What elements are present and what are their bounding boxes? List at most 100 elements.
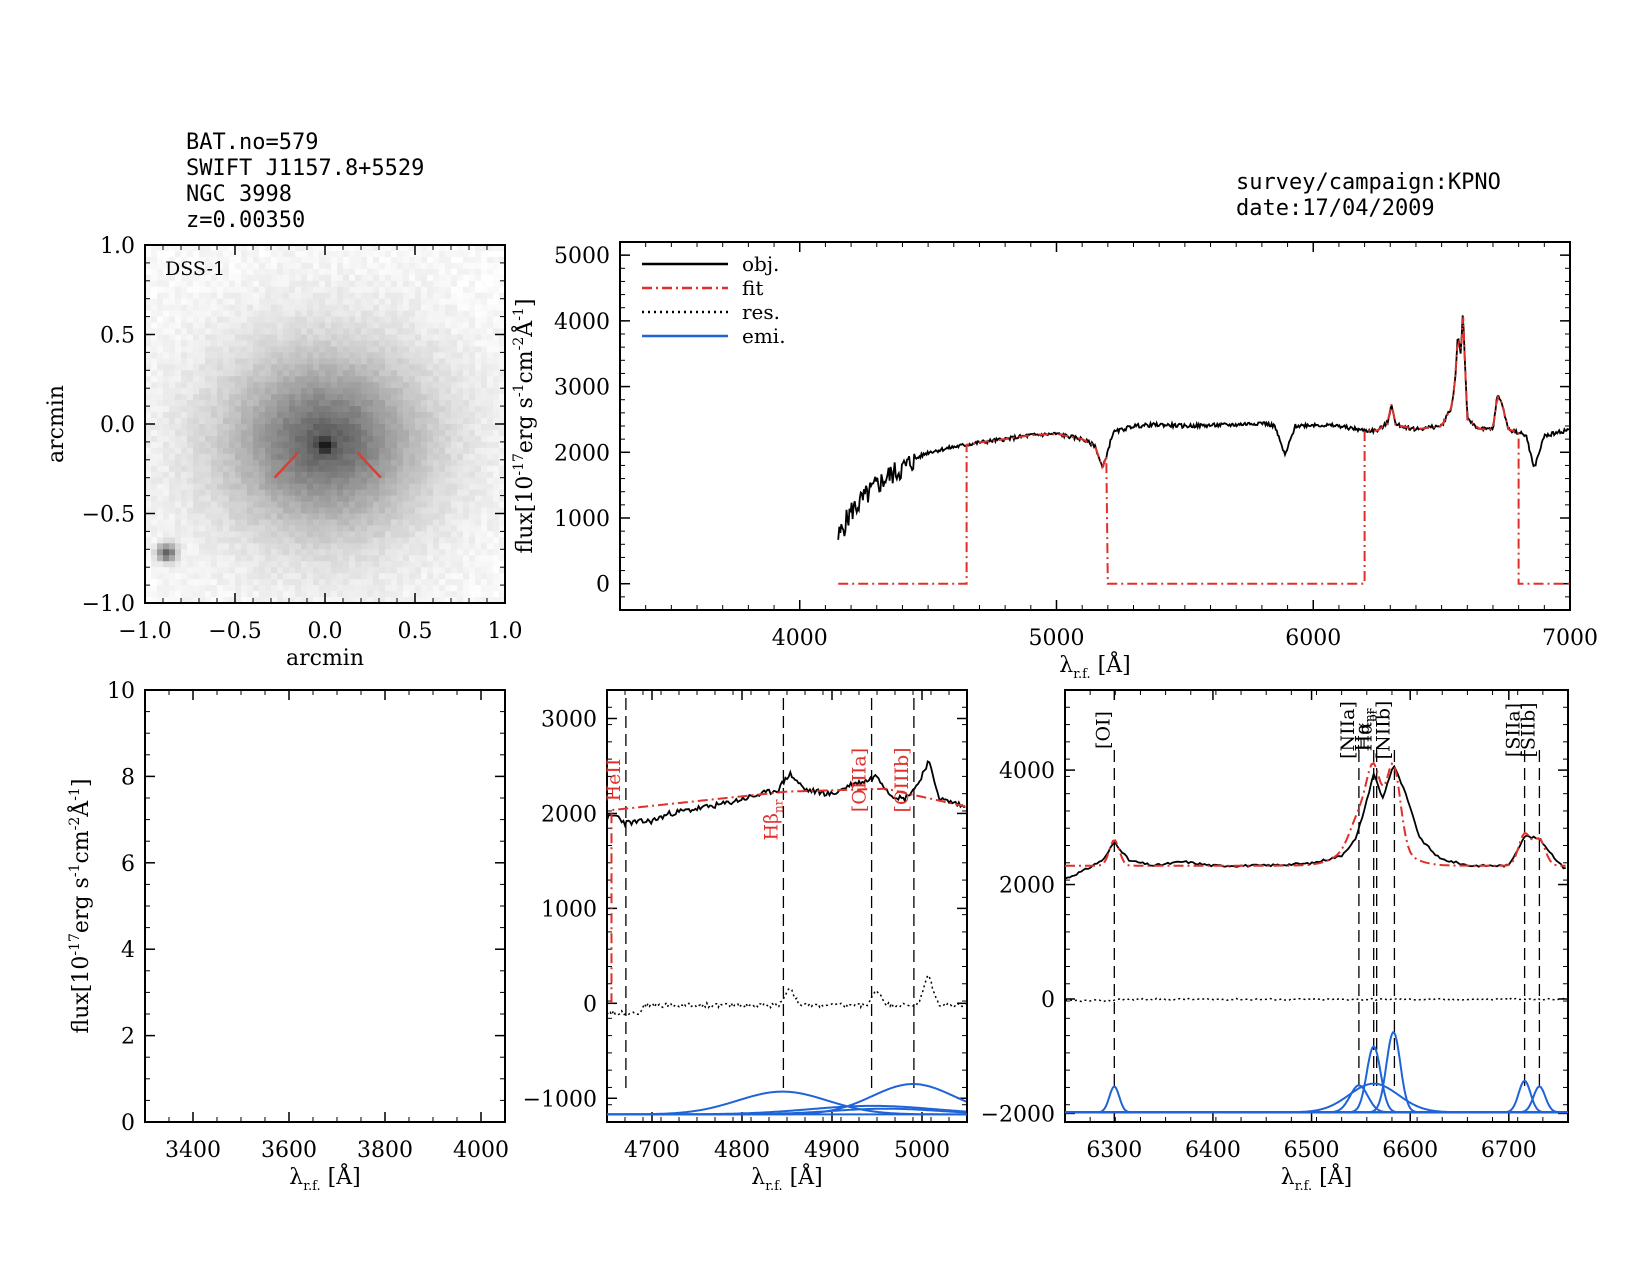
image-pixel [421,525,428,532]
image-pixel [313,274,320,282]
image-pixel [199,412,206,419]
image-pixel [337,573,344,580]
image-pixel [307,388,314,395]
image-pixel [223,364,230,371]
image-pixel [433,352,440,359]
halpha-axes: 6300 6400 6500 6600 6700−2000020004000λr.f. … [981,689,1569,1194]
image-pixel [331,465,338,473]
image-pixel [235,495,242,503]
image-pixel [259,441,266,449]
image-pixel [451,250,458,258]
image-pixel [445,573,452,580]
image-pixel [439,447,446,455]
image-pixel [421,245,428,252]
image-pixel [445,364,452,371]
image-pixel [499,274,506,282]
image-pixel [499,388,506,395]
image-pixel [217,549,224,556]
image-pixel [373,245,380,252]
survey-campaign: survey/campaign:KPNO [1236,170,1501,195]
image-pixel [169,292,176,300]
image-pixel [259,429,266,437]
image-pixel [475,334,482,342]
image-pixel [415,429,422,437]
image-pixel [181,316,188,324]
full-ytick-label: 2000 [554,441,610,466]
image-pixel [337,519,344,527]
image-pixel [157,537,164,544]
image-pixel [415,489,422,497]
image-pixel [265,513,272,521]
image-pixel [313,394,320,401]
image-pixel [367,292,374,300]
image-pixel [277,268,284,276]
image-pixel [421,280,428,288]
image-pixel [223,316,230,324]
image-pixel [481,328,488,336]
full-fit-line [838,317,1570,585]
image-pixel [475,435,482,443]
image-pixel [403,388,410,395]
image-pixel [253,465,260,473]
image-pixel [301,573,308,580]
image-pixel [409,477,416,485]
image-pixel [289,519,296,527]
image-pixel [373,358,380,365]
image-pixel [289,274,296,282]
image-pixel [151,280,158,288]
image-pixel [355,471,362,479]
image-pixel [307,364,314,371]
image-pixel [223,245,230,252]
image-pixel [145,310,152,318]
image-pixel [415,340,422,348]
image-pixel [301,447,308,455]
image-pixel [493,555,500,562]
image-pixel [187,274,194,282]
image-pixel [271,358,278,365]
image-pixel [145,471,152,479]
image-pixel [349,250,356,258]
image-pixel [283,495,290,503]
image-pixel [343,400,350,407]
image-pixel [151,268,158,276]
image-pixel [331,513,338,521]
image-pixel [349,501,356,509]
image-pixel [259,573,266,580]
hbeta-residual [606,973,966,1017]
image-pixel [253,358,260,365]
image-pixel [217,370,224,377]
image-pixel [175,513,182,521]
image-pixel [427,561,434,568]
image-pixel [379,555,386,562]
image-pixel [301,292,308,300]
image-pixel [385,424,392,431]
image-pixel [175,501,182,509]
image-pixel [175,406,182,413]
image-pixel [325,477,332,485]
image-pixel [409,346,416,353]
image-pixel [313,435,320,443]
image-pixel [427,525,434,532]
image-pixel [151,579,158,586]
image-pixel [343,531,350,538]
image-pixel [457,573,464,580]
image-pixel [379,465,386,473]
image-pixel [265,412,272,419]
image-pixel [487,495,494,503]
image-pixel [487,567,494,574]
image-pixel [397,573,404,580]
image-pixel [445,245,452,252]
image-pixel [289,573,296,580]
image-pixel [349,453,356,461]
image-pixel [451,561,458,568]
image-pixel [211,477,218,485]
image-pixel [259,465,266,473]
image-pixel [403,459,410,467]
image-pixel [307,507,314,515]
image-pixel [331,364,338,371]
image-pixel [403,579,410,586]
image-pixel [475,501,482,509]
image-pixel [313,424,320,431]
image-pixel [145,334,152,342]
image-pixel [199,519,206,527]
